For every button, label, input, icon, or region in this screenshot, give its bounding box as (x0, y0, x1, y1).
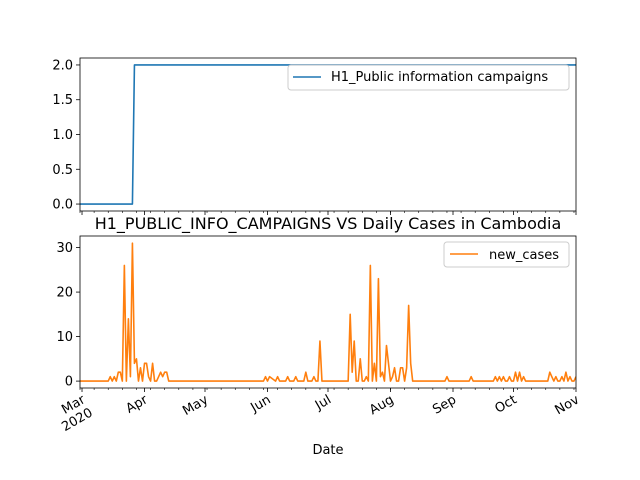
bottom-y-ticks: 0 10 20 30 (56, 241, 80, 390)
y-tick-label: 20 (56, 286, 73, 301)
y-tick-label: 0.5 (52, 163, 73, 178)
bottom-legend-label: new_cases (489, 248, 559, 263)
bottom-legend-box (443, 241, 570, 268)
x-tick-label: Jul (312, 392, 334, 413)
top-legend: H1_Public information campaigns (287, 64, 570, 91)
y-tick-label: 1.0 (52, 128, 73, 143)
bottom-plot-area (80, 242, 576, 382)
y-tick-label: 2.0 (52, 58, 73, 73)
y-tick-label: 0 (65, 375, 73, 390)
top-axes-frame (79, 57, 577, 212)
top-legend-box (287, 64, 570, 91)
bottom-legend: new_cases (443, 241, 570, 268)
top-subplot: 0.0 0.5 1.0 1.5 2.0 H1_Public information ca… (52, 57, 577, 215)
y-tick-label: 1.5 (52, 93, 73, 108)
x-axis-label: Date (312, 443, 343, 458)
top-y-ticks: 0.0 0.5 1.0 1.5 2.0 (52, 58, 80, 213)
top-legend-label: H1_Public information campaigns (331, 70, 548, 85)
bottom-axes-frame (79, 235, 577, 389)
bottom-chart-title: H1_PUBLIC_INFO_CAMPAIGNS VS Daily Cases … (95, 214, 562, 234)
series-line (80, 242, 576, 382)
y-tick-label: 0.0 (52, 198, 73, 213)
y-tick-label: 10 (56, 330, 73, 345)
y-tick-label: 30 (56, 241, 73, 256)
